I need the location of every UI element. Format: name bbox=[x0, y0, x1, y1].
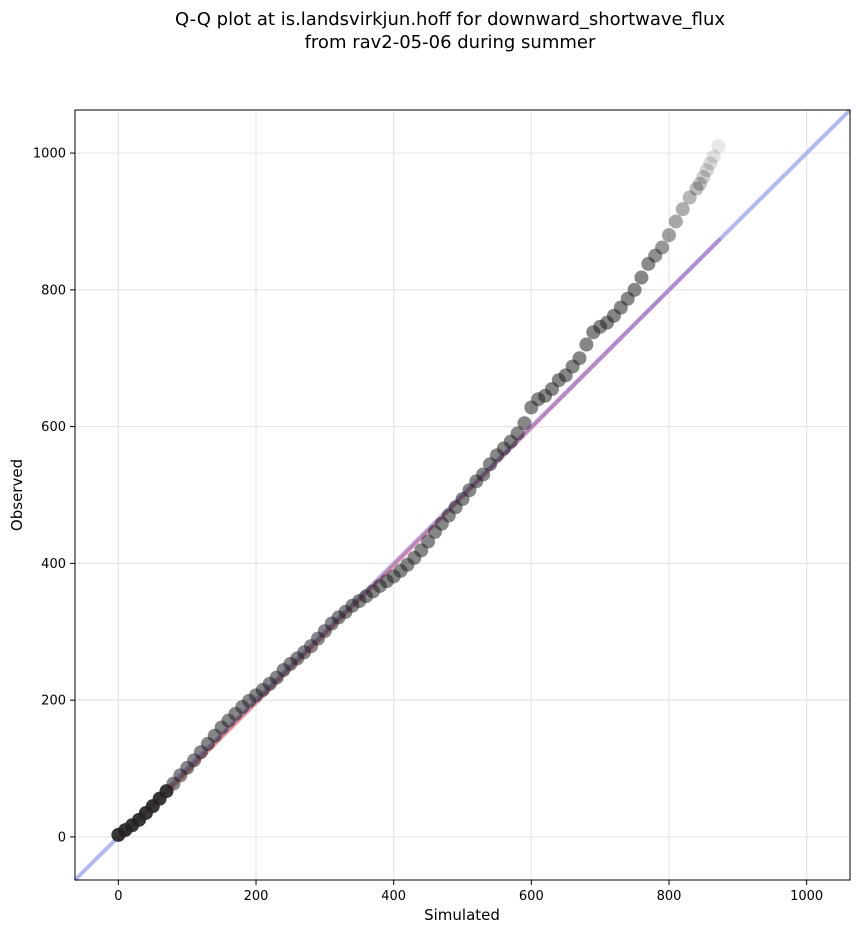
quantile-point bbox=[706, 149, 721, 164]
x-tick-label: 0 bbox=[114, 889, 122, 904]
x-tick-label: 600 bbox=[519, 889, 544, 904]
y-tick-label: 200 bbox=[41, 694, 66, 709]
grid-lines bbox=[75, 110, 850, 880]
x-axis-label: Simulated bbox=[424, 906, 500, 924]
plot-frame bbox=[74, 109, 851, 881]
y-tick-label: 1000 bbox=[33, 147, 66, 162]
y-tick-label: 0 bbox=[58, 830, 66, 845]
chart-title-line1: Q-Q plot at is.landsvirkjun.hoff for dow… bbox=[175, 9, 725, 30]
quantile-point bbox=[579, 337, 594, 352]
x-tick-label: 200 bbox=[244, 889, 269, 904]
chart-title-line2: from rav2-05-06 during summer bbox=[305, 32, 596, 53]
quantile-point bbox=[517, 416, 532, 431]
quantile-point bbox=[572, 351, 587, 366]
quantile-point bbox=[668, 214, 683, 229]
quantile-point bbox=[696, 170, 711, 185]
quantile-point bbox=[692, 176, 707, 191]
quantile-point bbox=[627, 282, 642, 297]
quantile-point bbox=[703, 156, 718, 171]
quantile-point bbox=[689, 181, 704, 196]
x-tick-label: 1000 bbox=[790, 889, 823, 904]
quantile-point bbox=[682, 190, 697, 205]
y-tick-label: 400 bbox=[41, 557, 66, 572]
quantile-point bbox=[661, 228, 676, 243]
quantile-points bbox=[111, 139, 726, 842]
y-axis-label: Observed bbox=[8, 459, 26, 531]
y-tick-label: 800 bbox=[41, 283, 66, 298]
quantile-point bbox=[634, 270, 649, 285]
quantile-point bbox=[711, 139, 726, 154]
y-tick-label: 600 bbox=[41, 420, 66, 435]
axis-ticks: 0 200 400 600 800 1000 0 200 400 600 800 1000 bbox=[33, 147, 823, 904]
quantile-point bbox=[699, 163, 714, 178]
x-tick-label: 800 bbox=[657, 889, 682, 904]
quantile-point bbox=[655, 240, 670, 255]
quantile-point bbox=[476, 467, 491, 482]
quantile-point bbox=[675, 202, 690, 217]
quantile-point bbox=[510, 426, 525, 441]
x-tick-label: 400 bbox=[381, 889, 406, 904]
quantile-point bbox=[648, 248, 663, 263]
